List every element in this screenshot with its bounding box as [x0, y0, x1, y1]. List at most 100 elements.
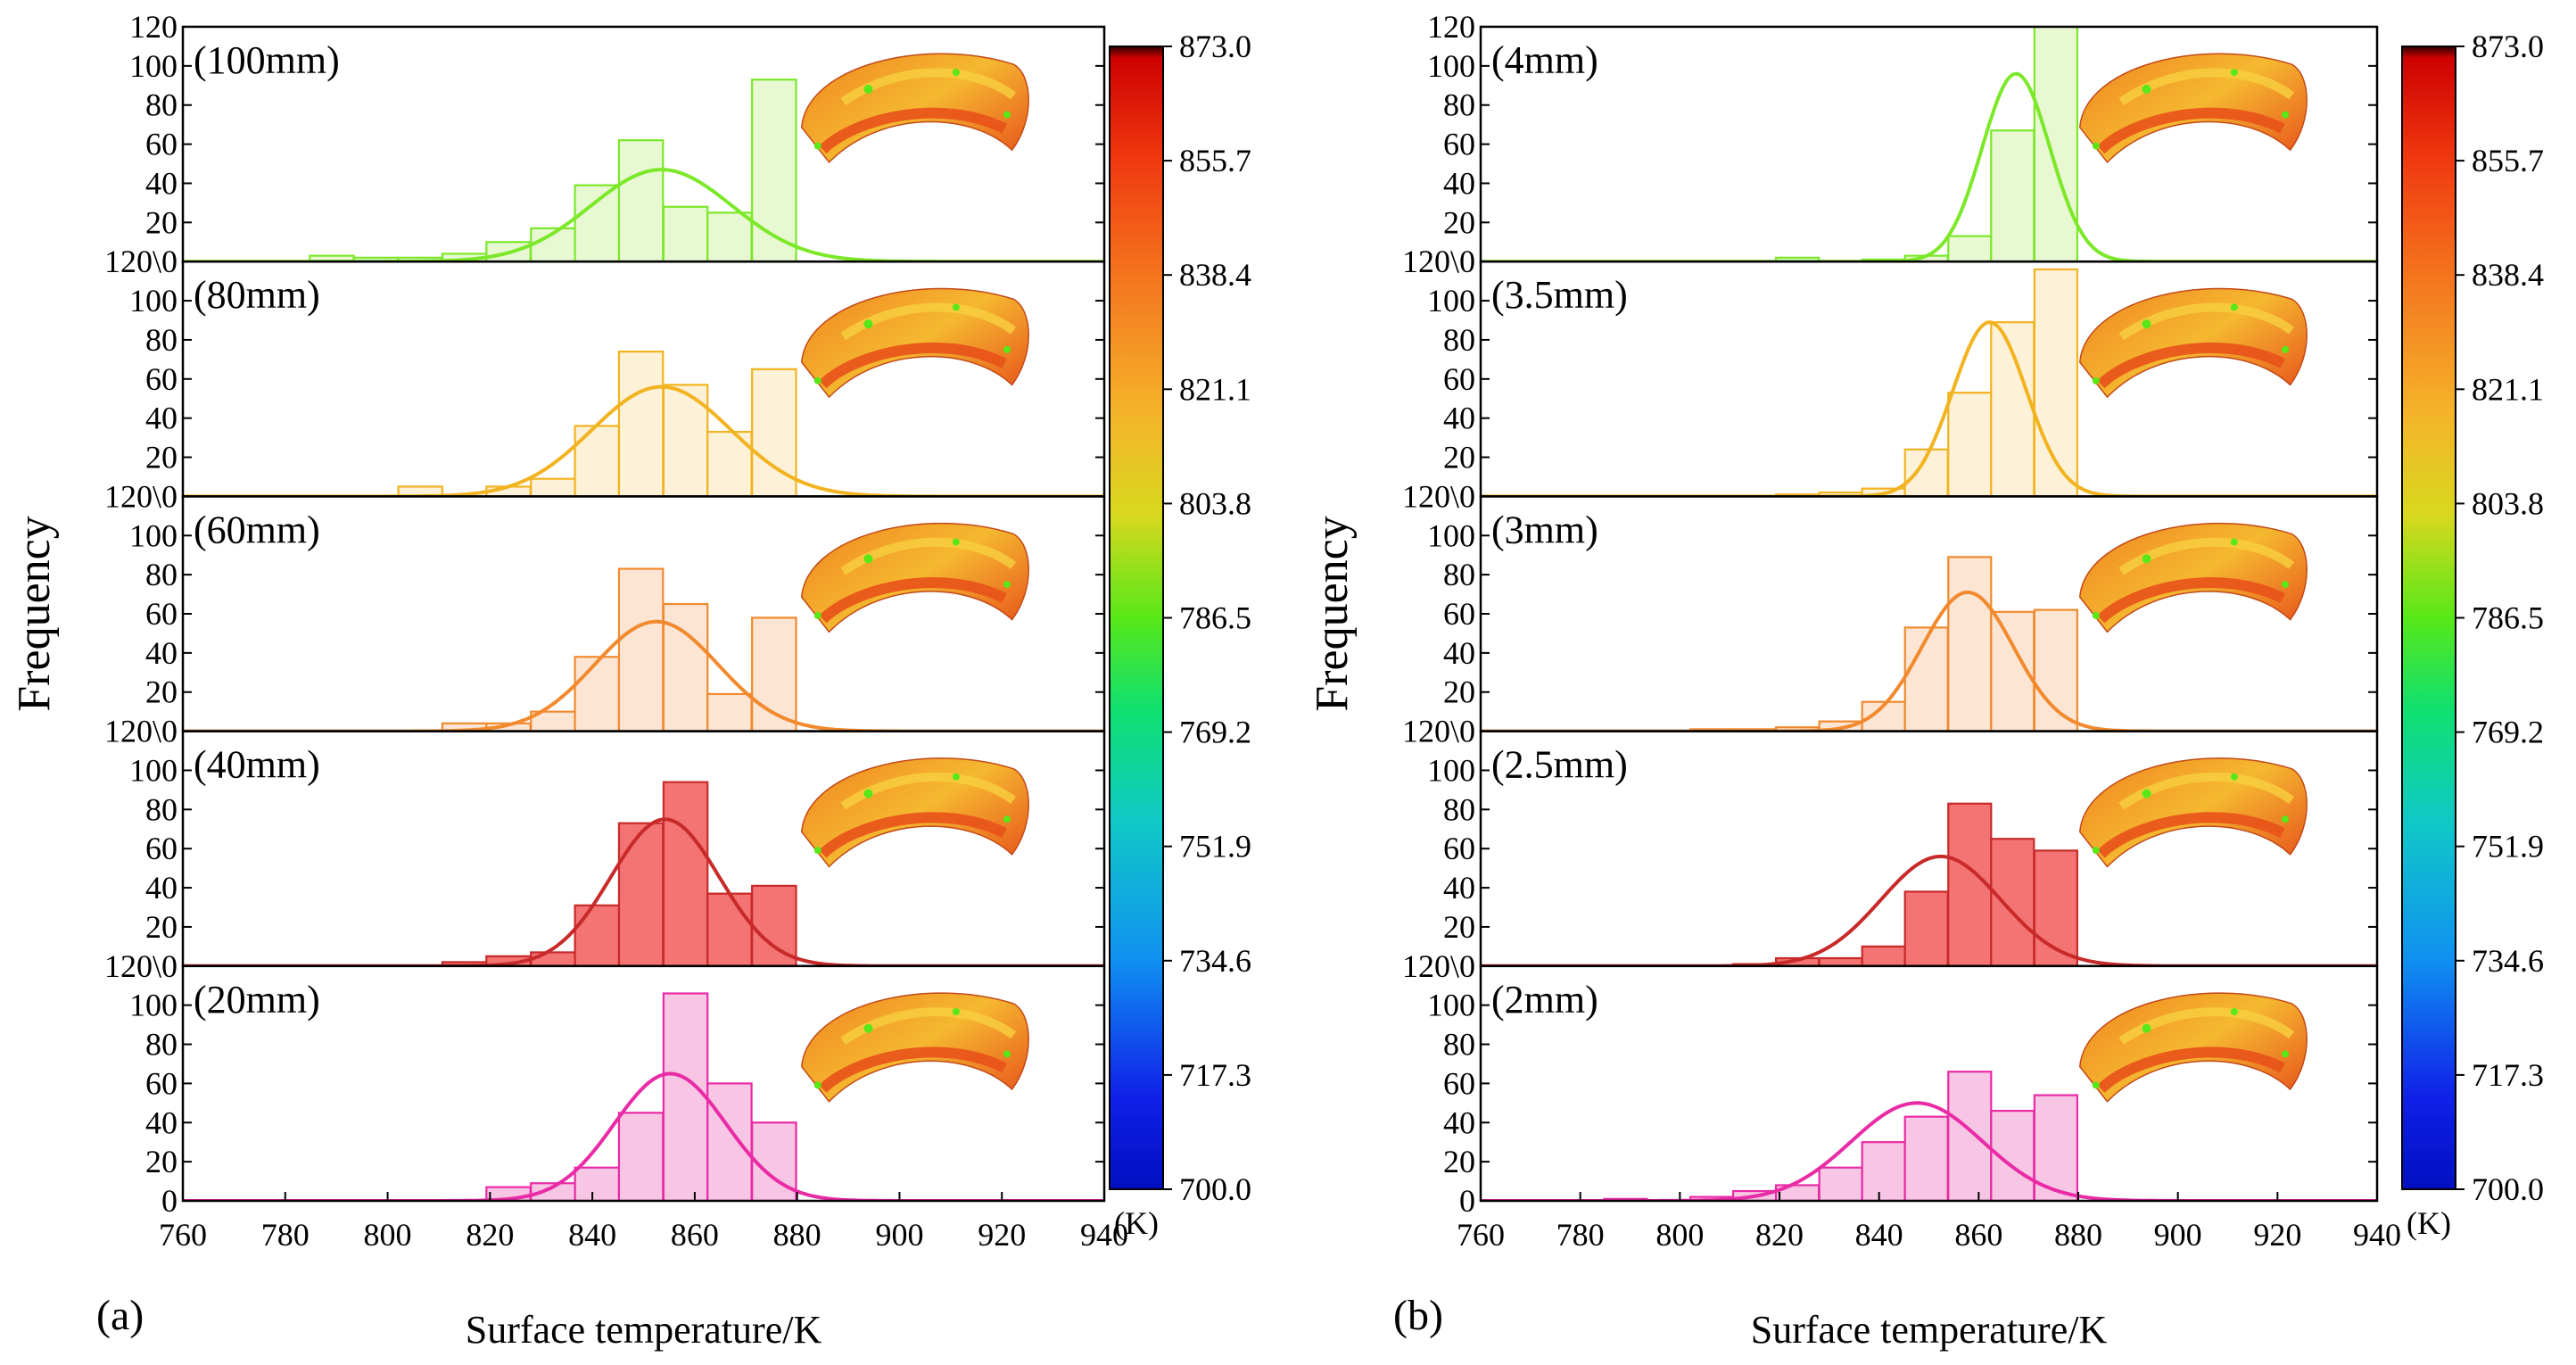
colorbar-tick-label: 751.9 — [1179, 829, 1251, 864]
histogram-bar — [1947, 802, 1993, 966]
histogram-bar — [530, 477, 576, 497]
temperature-contour-image — [2078, 53, 2308, 164]
part-spot — [2230, 538, 2238, 546]
histogram-bar — [617, 567, 665, 732]
histogram-bar — [706, 892, 753, 966]
part-spot — [2230, 303, 2238, 311]
y-tick-label: 120\0 — [104, 244, 178, 279]
y-tick-label: 80 — [1443, 322, 1475, 358]
part-spot — [952, 538, 960, 546]
subplot-label: (4mm) — [1491, 38, 1598, 82]
colorbar-tick-label: 855.7 — [2472, 143, 2544, 178]
y-tick-label: 0 — [1459, 1183, 1475, 1219]
histogram-bar — [706, 1082, 753, 1202]
y-tick-label: 60 — [145, 127, 178, 162]
x-axis-label: Surface temperature/K — [1751, 1308, 2108, 1352]
y-tick-label: 60 — [1443, 831, 1475, 866]
histogram-bars — [485, 992, 797, 1202]
y-tick-label: 40 — [1443, 1104, 1475, 1140]
part-spot — [813, 142, 822, 150]
colorbar-tick-label: 734.6 — [1179, 943, 1251, 979]
fit-curve — [183, 817, 1104, 966]
part-spot — [2142, 789, 2151, 798]
y-tick-label: 20 — [1443, 674, 1475, 710]
part-spot — [2142, 84, 2151, 94]
fit-curve — [1481, 855, 2377, 966]
colorbar: 873.0 855.7 838.4 821.1 803.8 786.5 769.2 751.9… — [1109, 29, 1251, 1241]
histogram-bar — [751, 1121, 797, 1202]
histogram-bar — [706, 211, 753, 262]
part-spot — [1003, 581, 1011, 589]
part-spot — [2282, 111, 2290, 119]
part-spot — [2282, 1050, 2290, 1058]
colorbar-tick-label: 803.8 — [2472, 485, 2544, 521]
y-tick-label: 40 — [145, 870, 178, 906]
y-tick-label: 20 — [145, 909, 178, 945]
histogram-bars — [1603, 1071, 2078, 1202]
y-tick-label: 100 — [1427, 517, 1475, 553]
colorbar-tick-label: 717.3 — [1179, 1057, 1251, 1093]
y-tick-label: 20 — [1443, 204, 1475, 240]
colorbar-tick-label: 821.1 — [2472, 371, 2544, 407]
y-axis-label: Frequency — [1307, 516, 1358, 711]
histogram-bar — [706, 692, 753, 732]
part-hot-band — [819, 107, 1007, 154]
part-spot — [952, 303, 960, 311]
subplot-label: (80mm) — [194, 273, 320, 317]
y-tick-label: 120\0 — [1402, 478, 1475, 514]
subplot-label: (60mm) — [194, 508, 320, 551]
histogram-bar — [574, 656, 621, 732]
temperature-contour-image — [2078, 992, 2308, 1103]
part-spot — [813, 611, 822, 619]
histogram-bar — [1947, 1071, 1993, 1202]
y-tick-label: 20 — [1443, 909, 1475, 945]
y-tick-label: 80 — [1443, 557, 1475, 592]
subplot-label: (3.5mm) — [1491, 273, 1628, 317]
x-tick-label: 860 — [671, 1217, 719, 1253]
part-hot-band — [819, 342, 1007, 389]
y-tick-label: 120\0 — [104, 714, 178, 749]
x-tick-label: 840 — [568, 1217, 616, 1253]
histogram-bar — [751, 79, 797, 262]
y-tick-label: 20 — [145, 204, 178, 240]
temperature-contour-image — [800, 522, 1029, 633]
histogram-bar — [1861, 1141, 1906, 1202]
histogram-bar — [2033, 27, 2078, 262]
y-tick-label: 120\0 — [1402, 948, 1475, 984]
y-tick-label: 120\0 — [104, 948, 178, 984]
y-tick-label: 40 — [1443, 165, 1475, 201]
part-hot-band — [819, 812, 1007, 858]
part-spot — [863, 554, 873, 564]
histogram-bars — [1774, 27, 2078, 262]
part-spot — [2092, 611, 2100, 619]
x-tick-label: 780 — [261, 1217, 310, 1253]
colorbar-tick-label: 838.4 — [1179, 257, 1251, 293]
histogram-bar — [1947, 392, 1993, 497]
y-tick-label: 100 — [1427, 752, 1475, 788]
part-spot — [2142, 1023, 2151, 1033]
subplot-label: (20mm) — [194, 978, 320, 1022]
histogram-bar — [574, 425, 621, 497]
part-spot — [952, 773, 960, 781]
histogram-bar — [662, 992, 709, 1202]
histogram-bar — [617, 1112, 665, 1202]
temperature-contour-image — [800, 287, 1029, 399]
subplot-label: (2.5mm) — [1491, 743, 1628, 787]
x-tick-label: 760 — [1457, 1217, 1505, 1253]
x-axis: 760 780 800 820 840 860 880 900 920 940 Surface te… — [159, 1192, 1128, 1352]
y-tick-label: 60 — [1443, 1065, 1475, 1101]
x-tick-label: 800 — [364, 1217, 412, 1253]
part-spot — [2092, 376, 2100, 385]
part-spot — [2142, 554, 2151, 564]
part-spot — [952, 69, 960, 77]
y-tick-label: 100 — [129, 752, 178, 788]
y-tick-label: 120 — [129, 9, 178, 45]
part-spot — [2142, 319, 2151, 329]
x-tick-label: 820 — [466, 1217, 514, 1253]
y-tick-label: 60 — [145, 1065, 178, 1101]
colorbar-unit: (K) — [2407, 1205, 2451, 1241]
colorbar-tick-label: 717.3 — [2472, 1057, 2544, 1093]
